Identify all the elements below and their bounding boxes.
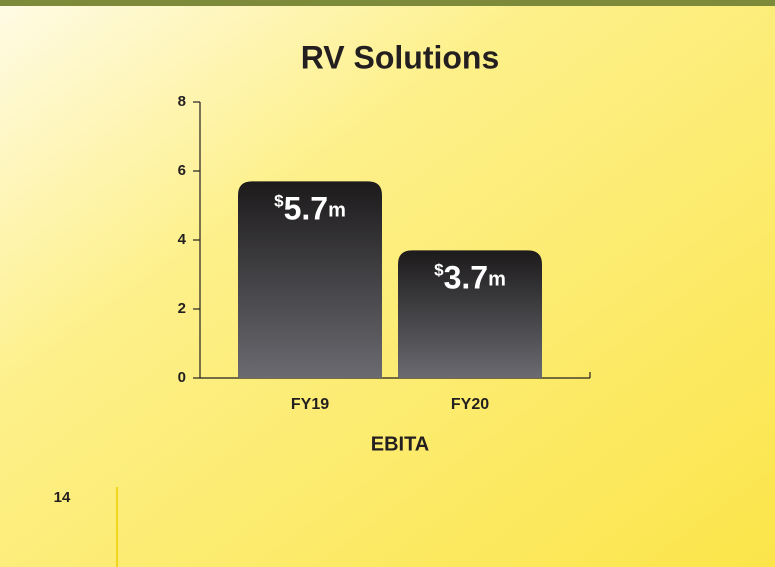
y-tick-label: 0	[178, 369, 186, 386]
page-number: 14	[54, 489, 71, 506]
y-tick-label: 8	[178, 93, 186, 110]
y-tick-label: 6	[178, 162, 186, 179]
page: {"chart_data": {"type": "bar", "title": …	[0, 0, 775, 567]
top-strip	[0, 0, 775, 6]
x-tick-label: FY19	[291, 396, 329, 413]
x-tick-label: FY20	[451, 396, 489, 413]
y-tick-label: 4	[178, 231, 187, 248]
y-tick-label: 2	[178, 300, 186, 317]
x-axis-label: EBITA	[371, 433, 430, 455]
background	[0, 0, 775, 567]
slide: RV Solutions EBITA 14 02468FY19$5.7mFY20…	[0, 0, 775, 567]
chart-title: RV Solutions	[301, 39, 500, 75]
